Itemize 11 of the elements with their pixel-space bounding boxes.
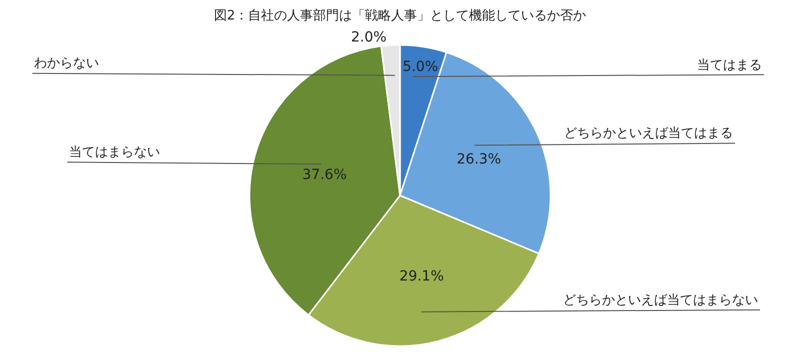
slice-label: わからない [34,56,99,71]
slice-label: どちらかといえば当てはまる [564,126,733,141]
slice-label: 当てはまらない [69,145,160,160]
slice-label: 当てはまる [697,58,762,73]
data-label: 29.1% [399,268,444,285]
data-label: 26.3% [456,151,502,168]
chart-title: 図2：自社の人事部門は「戦略人事」として機能しているか否か [214,8,586,24]
slice-label: どちらかといえば当てはまらない [563,293,758,308]
data-label: 2.0% [350,29,387,46]
data-label: 5.0% [402,58,438,75]
data-label: 37.6% [302,167,347,184]
